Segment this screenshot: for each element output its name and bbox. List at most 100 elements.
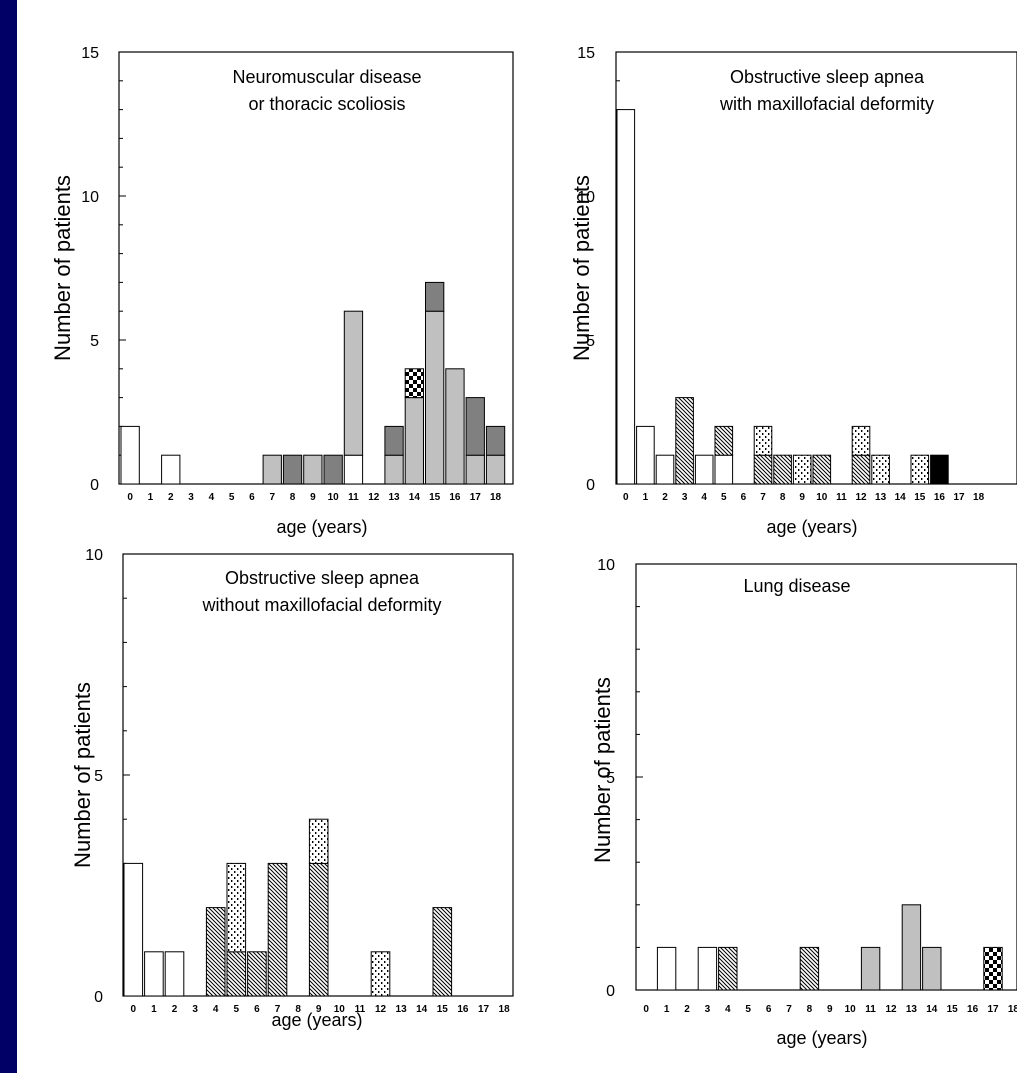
x-tick-label: 4	[725, 1004, 731, 1015]
bar-segment-age-7-gray	[262, 454, 282, 485]
y-tick-label: 0	[586, 477, 595, 494]
x-tick-label: 14	[409, 492, 421, 503]
x-tick-label: 17	[987, 1004, 999, 1015]
x-tick-label: 11	[865, 1004, 876, 1015]
x-tick-label: 1	[643, 492, 649, 503]
x-tick-label: 12	[368, 492, 380, 503]
bar-segment-age-9-dots	[792, 454, 812, 485]
bar-segment-age-2-open	[164, 951, 185, 997]
bar-segment-age-8-hatch	[799, 946, 820, 991]
x-tick-label: 6	[766, 1004, 772, 1015]
x-tick-label: 10	[816, 492, 828, 503]
bar-segment-age-8-darkgray	[282, 454, 303, 485]
bar-segment-age-17-gray	[465, 454, 485, 485]
x-tick-label: 17	[953, 492, 965, 503]
bar-segment-age-12-dots	[851, 425, 871, 456]
bar-segment-age-0-open	[123, 862, 144, 997]
x-tick-label: 0	[623, 492, 629, 503]
x-tick-label: 17	[478, 1004, 490, 1015]
bar-segment-age-6-hatch	[247, 951, 267, 997]
x-tick-label: 1	[151, 1004, 157, 1015]
x-tick-label: 11	[836, 492, 847, 503]
slide-canvas: Neuromuscular disease or thoracic scolio…	[17, 0, 1017, 1073]
y-tick-label: 10	[577, 189, 595, 206]
x-tick-label: 5	[229, 492, 235, 503]
x-tick-label: 9	[827, 1004, 833, 1015]
bar-segment-age-11-gray	[343, 310, 364, 456]
x-tick-label: 2	[684, 1004, 690, 1015]
x-tick-label: 12	[855, 492, 867, 503]
bar-segment-age-18-darkgray	[485, 425, 506, 456]
x-tick-label: 13	[875, 492, 887, 503]
y-tick-label: 5	[90, 333, 99, 350]
bar-segment-age-5-open	[714, 454, 734, 485]
chart-panel-neuromuscular: Neuromuscular disease or thoracic scolio…	[50, 67, 422, 537]
bar-segment-age-13-dots	[871, 454, 890, 485]
x-tick-label: 6	[249, 492, 255, 503]
x-tick-label: 17	[470, 492, 482, 503]
bar-segment-age-4-hatch	[718, 946, 738, 991]
x-tick-label: 8	[807, 1004, 813, 1015]
bar-segment-age-11-open	[343, 454, 364, 485]
charts-svg: Neuromuscular disease or thoracic scolio…	[50, 45, 1017, 1048]
x-tick-label: 18	[1008, 1004, 1017, 1015]
x-tick-label: 9	[310, 492, 316, 503]
chart-title-line-1: Neuromuscular disease	[232, 67, 421, 87]
chart-panel-osa-without-deformity: Obstructive sleep apnea without maxillof…	[70, 568, 442, 1030]
y-tick-label: 5	[586, 333, 595, 350]
chart-title-line-2: without maxillofacial deformity	[201, 595, 441, 615]
chart-panel-lung-disease: Lung disease Number of patients age (yea…	[590, 576, 868, 1048]
bar-segment-age-16-black	[930, 454, 949, 485]
bar-segment-age-4-open	[694, 454, 714, 485]
plot-frame	[635, 563, 1017, 991]
x-axis-label: age (years)	[766, 517, 857, 537]
y-tick-label: 5	[606, 770, 615, 787]
x-tick-label: 0	[131, 1004, 137, 1015]
x-tick-label: 9	[799, 492, 805, 503]
y-tick-label: 0	[606, 983, 615, 1000]
y-tick-label: 15	[81, 45, 99, 62]
bar-segment-age-17-darkgray	[465, 397, 485, 456]
bar-segment-age-18-gray	[485, 454, 506, 485]
x-tick-label: 7	[269, 492, 275, 503]
bar-segment-age-13-gray	[384, 454, 404, 485]
x-tick-label: 14	[895, 492, 907, 503]
x-tick-label: 15	[947, 1004, 959, 1015]
bar-segment-age-7-hatch	[753, 454, 773, 485]
x-tick-label: 3	[188, 492, 194, 503]
bar-segment-age-15-dots	[910, 454, 930, 485]
x-tick-label: 0	[643, 1004, 649, 1015]
bar-segment-age-14-gray	[922, 946, 942, 991]
bar-segment-age-12-dots	[370, 951, 391, 997]
bar-segment-age-1-open	[144, 951, 164, 997]
bar-segment-age-5-dots	[226, 862, 247, 953]
y-axis-label: Number of patients	[70, 682, 95, 868]
bar-segment-age-9-hatch	[308, 862, 329, 997]
x-tick-label: 7	[786, 1004, 792, 1015]
y-tick-label: 0	[94, 989, 103, 1006]
x-tick-label: 5	[721, 492, 727, 503]
x-tick-label: 15	[914, 492, 926, 503]
x-tick-label: 7	[760, 492, 766, 503]
bar-segment-age-0-open	[616, 109, 636, 485]
x-tick-label: 6	[254, 1004, 260, 1015]
y-axis-label: Number of patients	[590, 677, 615, 863]
chart-panel-osa-with-deformity: Obstructive sleep apnea with maxillofaci…	[569, 67, 934, 537]
x-tick-label: 6	[741, 492, 747, 503]
chart-title-line-2: with maxillofacial deformity	[719, 94, 934, 114]
x-tick-label: 16	[449, 492, 461, 503]
x-tick-label: 18	[490, 492, 502, 503]
chart-title-line-2: or thoracic scoliosis	[248, 94, 405, 114]
x-tick-label: 8	[290, 492, 296, 503]
x-tick-label: 13	[396, 1004, 408, 1015]
x-tick-label: 11	[348, 492, 359, 503]
y-axis-label: Number of patients	[569, 175, 594, 361]
x-tick-label: 12	[885, 1004, 897, 1015]
bar-segment-age-4-hatch	[205, 907, 226, 997]
y-tick-label: 10	[85, 547, 103, 564]
x-tick-label: 18	[499, 1004, 511, 1015]
